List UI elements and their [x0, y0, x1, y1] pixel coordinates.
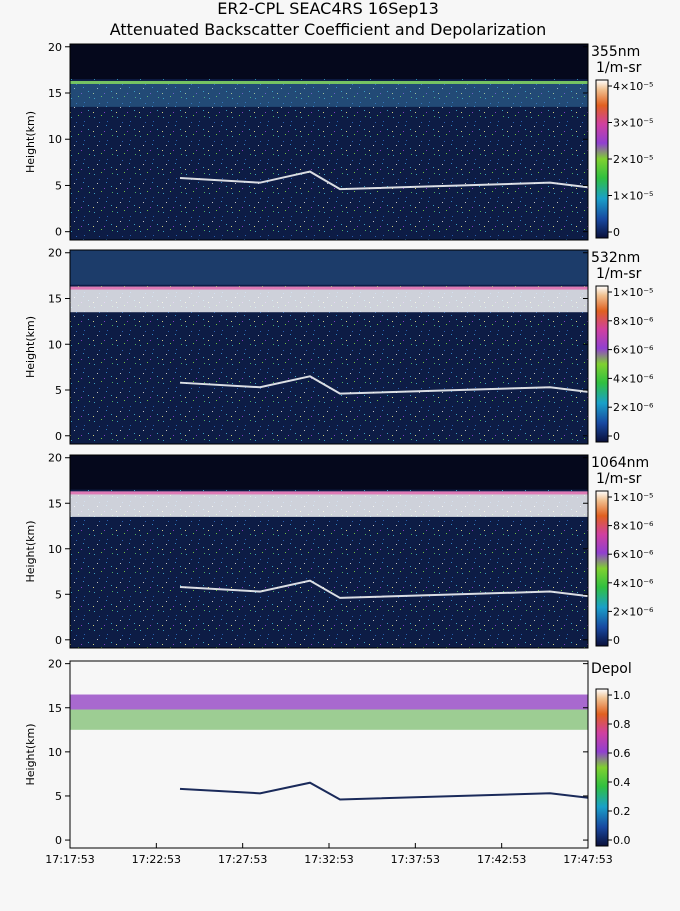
- colorbar-tick-label: 0.2: [613, 805, 631, 818]
- panel-unit: 1/m-sr: [596, 266, 642, 282]
- y-tick-label: 5: [55, 179, 62, 192]
- y-tick-label: 10: [48, 133, 62, 146]
- y-axis-label: Height(km): [24, 520, 37, 582]
- colorbar-tick-label: 1×10⁻⁵: [613, 286, 653, 299]
- low-cloud: [179, 781, 589, 801]
- colorbar-tick-label: 1×10⁻⁵: [613, 491, 653, 504]
- y-tick-label: 10: [48, 338, 62, 351]
- plot-frame: [69, 249, 589, 445]
- colorbar-tick-label: 1.0: [613, 689, 631, 702]
- colorbar-tick-label: 4×10⁻⁶: [613, 577, 654, 590]
- panel-unit: 1/m-sr: [596, 60, 642, 76]
- upper-air: [70, 44, 588, 80]
- y-tick-label: 10: [48, 543, 62, 556]
- y-tick-label: 0: [55, 834, 62, 847]
- colorbar-tick-label: 2×10⁻⁶: [613, 401, 654, 414]
- y-tick-label: 20: [48, 658, 62, 671]
- x-tick-label: 17:17:53: [45, 853, 94, 866]
- y-tick-label: 20: [48, 41, 62, 54]
- cirrus-layer: [70, 491, 588, 517]
- plot-frame: [69, 454, 589, 649]
- x-tick-label: 17:32:53: [304, 853, 353, 866]
- cirrus-top: [70, 286, 588, 290]
- low-cloud: [179, 170, 589, 191]
- colorbar: [595, 285, 609, 443]
- y-tick-label: 5: [55, 384, 62, 397]
- x-tick-label: 17:22:53: [132, 853, 181, 866]
- colorbar-tick-label: 8×10⁻⁶: [613, 520, 654, 533]
- cirrus-top: [70, 491, 588, 495]
- panel-label: 532nm: [591, 250, 640, 266]
- colorbar-tick-label: 0.4: [613, 776, 631, 789]
- colorbar-tick-label: 3×10⁻⁵: [613, 117, 653, 130]
- upper-air: [70, 455, 588, 490]
- colorbar-tick-label: 6×10⁻⁶: [613, 344, 654, 357]
- colorbar-tick-label: 0.8: [613, 718, 631, 731]
- x-tick-label: 17:47:53: [563, 853, 612, 866]
- colorbar-tick-label: 4×10⁻⁶: [613, 372, 654, 385]
- cirrus-top: [70, 80, 588, 84]
- panel-label: 355nm: [591, 44, 640, 60]
- low-cloud: [179, 579, 589, 599]
- depol-layer: [70, 709, 588, 730]
- colorbar-tick-label: 0.6: [613, 747, 631, 760]
- panel-label: 1064nm: [591, 455, 649, 471]
- colorbar-tick-label: 0: [613, 634, 620, 647]
- y-tick-label: 0: [55, 634, 62, 647]
- y-axis-label: Height(km): [24, 111, 37, 173]
- colorbar-tick-label: 6×10⁻⁶: [613, 548, 654, 561]
- y-tick-label: 5: [55, 790, 62, 803]
- colorbar-tick-label: 4×10⁻⁵: [613, 80, 653, 93]
- x-tick-label: 17:37:53: [391, 853, 440, 866]
- curtain-bg: [70, 661, 588, 848]
- cirrus-layer: [70, 80, 588, 107]
- title: ER2-CPL SEAC4RS 16Sep13: [217, 0, 439, 18]
- y-tick-label: 15: [48, 702, 62, 715]
- x-tick-label: 17:42:53: [477, 853, 526, 866]
- colorbar: [595, 79, 609, 239]
- depol-layer: [70, 694, 588, 710]
- y-tick-label: 15: [48, 497, 62, 510]
- colorbar-tick-label: 0: [613, 430, 620, 443]
- y-tick-label: 15: [48, 293, 62, 306]
- colorbar-tick-label: 2×10⁻⁵: [613, 153, 653, 166]
- cirrus-layer: [70, 286, 588, 313]
- y-tick-label: 0: [55, 226, 62, 239]
- x-tick-label: 17:27:53: [218, 853, 267, 866]
- colorbar-tick-label: 8×10⁻⁶: [613, 315, 654, 328]
- y-axis-label: Height(km): [24, 723, 37, 785]
- colorbar-tick-label: 1×10⁻⁵: [613, 190, 653, 203]
- upper-air: [70, 250, 588, 285]
- colorbar-tick-label: 0: [613, 226, 620, 239]
- y-tick-label: 20: [48, 452, 62, 465]
- y-tick-label: 20: [48, 247, 62, 260]
- colorbar-tick-label: 2×10⁻⁶: [613, 605, 654, 618]
- panel-label: Depol: [591, 661, 632, 677]
- colorbar: [595, 688, 609, 847]
- colorbar: [595, 490, 609, 647]
- y-tick-label: 0: [55, 430, 62, 443]
- plot-frame: [69, 43, 589, 241]
- colorbar-tick-label: 0.0: [613, 834, 631, 847]
- panel-unit: 1/m-sr: [596, 471, 642, 487]
- y-axis-label: Height(km): [24, 316, 37, 378]
- subtitle: Attenuated Backscatter Coefficient and D…: [110, 20, 547, 39]
- low-cloud: [179, 375, 589, 395]
- y-tick-label: 10: [48, 746, 62, 759]
- y-tick-label: 15: [48, 87, 62, 100]
- y-tick-label: 5: [55, 588, 62, 601]
